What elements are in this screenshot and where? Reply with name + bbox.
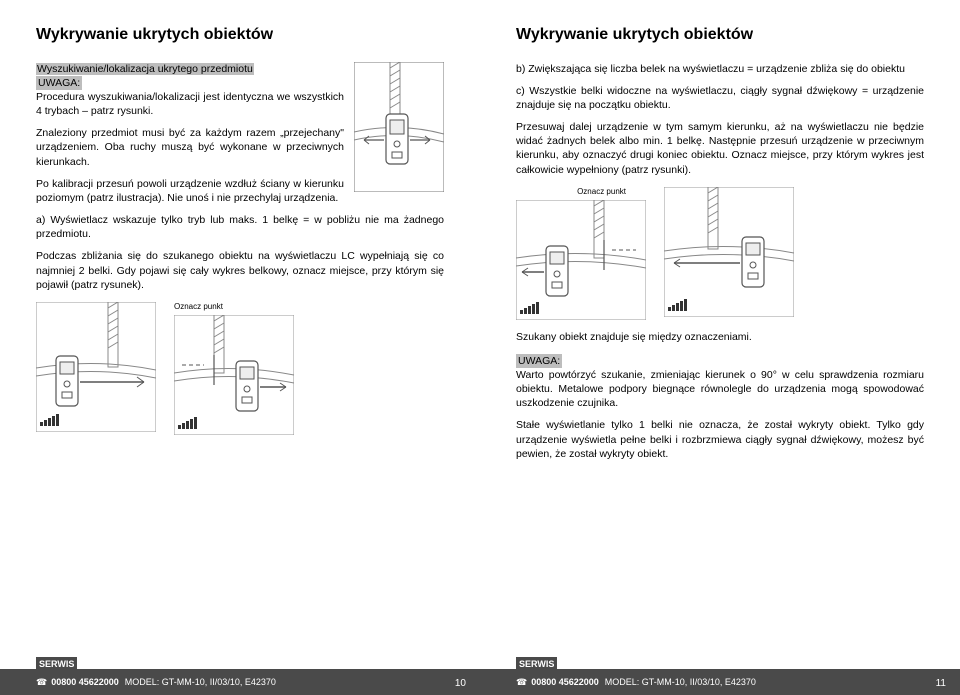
page-title-right: Wykrywanie ukrytych obiektów bbox=[516, 24, 924, 46]
diagram-right-2 bbox=[664, 187, 794, 320]
uwaga-row-right: UWAGA: bbox=[516, 354, 924, 368]
right-warn-2: Stałe wyświetlanie tylko 1 belki nie ozn… bbox=[516, 418, 924, 461]
footer-serwis-left: SERWIS bbox=[36, 657, 77, 670]
page-left: Wykrywanie ukrytych obiektów bbox=[0, 0, 480, 695]
left-column-wrap: Wyszukiwanie/lokalizacja ukrytego przedm… bbox=[36, 62, 444, 214]
left-p4: Podczas zbliżania się do szukanego obiek… bbox=[36, 249, 444, 292]
page-number-left: 10 bbox=[455, 677, 466, 691]
footer-model-left: MODEL: GT-MM-10, II/03/10, E42370 bbox=[125, 676, 276, 688]
left-diagram-row: Oznacz punkt bbox=[36, 302, 444, 435]
footer-left: SERWIS ☎ 00800 45622000 MODEL: GT-MM-10,… bbox=[0, 669, 480, 695]
subhead-highlight: Wyszukiwanie/lokalizacja ukrytego przedm… bbox=[36, 63, 254, 75]
right-p1: Przesuwaj dalej urządzenie w tym samym k… bbox=[516, 120, 924, 177]
oznacz-label-left: Oznacz punkt bbox=[174, 302, 294, 313]
diagram-right-1 bbox=[516, 200, 646, 320]
left-item-a: a) Wyświetlacz wskazuje tylko tryb lub m… bbox=[36, 213, 444, 241]
diagram-left-2 bbox=[174, 315, 294, 435]
footer-model-right: MODEL: GT-MM-10, II/03/10, E42370 bbox=[605, 676, 756, 688]
page-right: Wykrywanie ukrytych obiektów b) Zwiększa… bbox=[480, 0, 960, 695]
footer-phone-left: 00800 45622000 bbox=[51, 676, 119, 688]
diagram-left-2-wrap: Oznacz punkt bbox=[174, 302, 294, 435]
right-item-c: c) Wszystkie belki widoczne na wyświetla… bbox=[516, 84, 924, 112]
oznacz-label-right-1: Oznacz punkt bbox=[516, 187, 626, 198]
diagram-right-1-wrap: Oznacz punkt bbox=[516, 187, 646, 320]
phone-icon-right: ☎ bbox=[516, 676, 527, 688]
right-item-b: b) Zwiększająca się liczba belek na wyśw… bbox=[516, 62, 924, 76]
figure-device-intro bbox=[354, 62, 444, 192]
right-diagram-row-1: Oznacz punkt bbox=[516, 187, 924, 320]
right-found: Szukany obiekt znajduje się między oznac… bbox=[516, 330, 924, 344]
page-title-left: Wykrywanie ukrytych obiektów bbox=[36, 24, 444, 46]
footer-serwis-right: SERWIS bbox=[516, 657, 557, 670]
uwaga-label-right: UWAGA: bbox=[516, 354, 562, 368]
right-warn-1: Warto powtórzyć szukanie, zmieniając kie… bbox=[516, 368, 924, 411]
page-number-right: 11 bbox=[936, 677, 946, 691]
footer-phone-right: 00800 45622000 bbox=[531, 676, 599, 688]
uwaga-label-left: UWAGA: bbox=[36, 76, 82, 90]
diagram-left-1 bbox=[36, 302, 156, 435]
footer-right: SERWIS ☎ 00800 45622000 MODEL: GT-MM-10,… bbox=[480, 669, 960, 695]
phone-icon-left: ☎ bbox=[36, 676, 47, 688]
